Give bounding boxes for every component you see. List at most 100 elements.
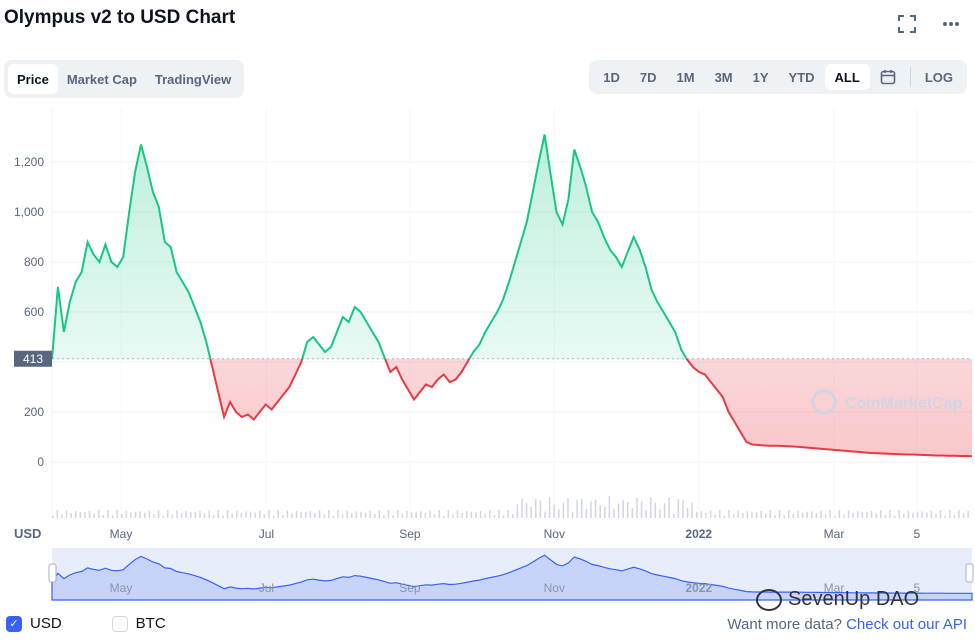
volume-bar xyxy=(700,511,703,518)
volume-bar xyxy=(650,497,652,518)
volume-bar xyxy=(640,501,643,518)
volume-bar xyxy=(916,511,919,518)
volume-bar xyxy=(576,500,578,518)
range-1d[interactable]: 1D xyxy=(603,69,620,85)
volume-bar xyxy=(732,514,735,518)
btc-checkbox[interactable] xyxy=(111,615,128,632)
volume-bar xyxy=(410,512,413,518)
volume-bar xyxy=(654,502,657,518)
volume-bar xyxy=(277,510,279,518)
volume-bar xyxy=(636,497,638,518)
volume-bar xyxy=(705,513,707,518)
volume-bar xyxy=(415,511,417,518)
range-7d[interactable]: 7D xyxy=(639,69,657,85)
price-chart[interactable]: 0 200 600 800 1,000 1,200 413 CoinMarketCap M… xyxy=(0,108,975,608)
volume-bar xyxy=(682,500,684,518)
volume-bar xyxy=(433,514,436,518)
volume-bar xyxy=(875,513,877,518)
volume-bars xyxy=(52,496,969,518)
volume-bar xyxy=(627,501,629,518)
usd-label[interactable]: USD xyxy=(30,615,62,632)
volume-bar xyxy=(806,511,808,518)
volume-bar xyxy=(167,510,169,518)
volume-bar xyxy=(217,510,220,518)
volume-bar xyxy=(820,510,822,518)
y-unit-label: USD xyxy=(14,526,41,541)
volume-bar xyxy=(912,512,914,518)
volume-bar xyxy=(231,514,233,518)
volume-bar xyxy=(355,511,358,518)
range-1y[interactable]: 1Y xyxy=(752,69,769,85)
volume-bar xyxy=(392,515,394,518)
volume-bar xyxy=(709,510,712,518)
volume-bar xyxy=(751,511,753,518)
navigator-handle-left[interactable] xyxy=(48,563,57,583)
currency-legend: ✓ USD BTC xyxy=(6,615,166,632)
volume-bar xyxy=(383,515,385,518)
range-navigator[interactable]: May Jul Sep Nov 2022 Mar 5 xyxy=(48,548,974,601)
tab-tradingview[interactable]: TradingView xyxy=(154,71,232,87)
volume-bar xyxy=(295,510,298,518)
volume-bar xyxy=(291,513,293,518)
volume-bar xyxy=(548,497,551,518)
volume-bar xyxy=(866,512,868,518)
volume-bar xyxy=(374,513,376,518)
volume-bar xyxy=(134,511,137,518)
volume-bar xyxy=(622,500,624,518)
baseline-tag: 413 xyxy=(14,350,52,367)
x-tick-label: 2022 xyxy=(685,527,712,541)
btc-label[interactable]: BTC xyxy=(135,615,166,632)
volume-bar xyxy=(341,514,344,518)
volume-bar xyxy=(765,513,767,518)
volume-bar xyxy=(199,510,201,518)
volume-bar xyxy=(406,510,408,518)
volume-bar xyxy=(461,513,463,518)
more-icon[interactable] xyxy=(939,12,963,36)
volume-bar xyxy=(162,515,164,518)
volume-bar xyxy=(930,510,933,518)
api-link[interactable]: Check out our API xyxy=(846,616,967,633)
volume-bar xyxy=(479,510,482,518)
tab-market-cap[interactable]: Market Cap xyxy=(66,71,137,87)
y-tick-label: 600 xyxy=(24,305,44,319)
volume-bar xyxy=(337,510,339,518)
volume-bar xyxy=(893,515,896,518)
volume-bar xyxy=(282,514,284,518)
calendar-icon[interactable] xyxy=(870,64,906,90)
y-tick-label: 0 xyxy=(37,455,44,469)
x-tick-label: 5 xyxy=(913,527,920,541)
volume-bar xyxy=(130,512,132,518)
volume-bar xyxy=(360,511,362,518)
tab-price[interactable]: Price xyxy=(8,64,58,94)
volume-bar xyxy=(203,513,206,518)
volume-bar xyxy=(475,512,477,518)
volume-bar xyxy=(139,511,141,518)
range-selector: 1D 7D 1M 3M 1Y YTD ALL LOG xyxy=(589,60,967,94)
volume-bar xyxy=(829,510,831,518)
volume-bar xyxy=(369,510,371,518)
volume-bar xyxy=(364,512,367,518)
range-ytd[interactable]: YTD xyxy=(788,69,815,85)
volume-bar xyxy=(686,507,689,518)
volume-bar xyxy=(585,508,588,518)
volume-bar xyxy=(456,510,459,518)
volume-bar xyxy=(61,514,63,518)
volume-bar xyxy=(889,510,891,518)
y-tick-label: 200 xyxy=(24,405,44,419)
range-3m[interactable]: 3M xyxy=(714,69,733,85)
volume-bar xyxy=(443,515,445,518)
volume-bar xyxy=(843,514,845,518)
fullscreen-icon[interactable] xyxy=(895,12,919,36)
volume-bar xyxy=(815,512,818,518)
volume-bar xyxy=(719,510,721,518)
usd-checkbox[interactable]: ✓ xyxy=(6,615,22,632)
volume-bar xyxy=(544,511,546,518)
volume-bar xyxy=(447,510,450,518)
navigator-handle-right[interactable] xyxy=(965,563,974,583)
log-toggle[interactable]: LOG xyxy=(924,69,953,85)
range-all[interactable]: ALL xyxy=(824,64,870,90)
range-1m[interactable]: 1M xyxy=(676,69,695,85)
volume-bar xyxy=(530,506,532,518)
volume-bar xyxy=(613,508,615,518)
volume-bar xyxy=(801,512,804,518)
